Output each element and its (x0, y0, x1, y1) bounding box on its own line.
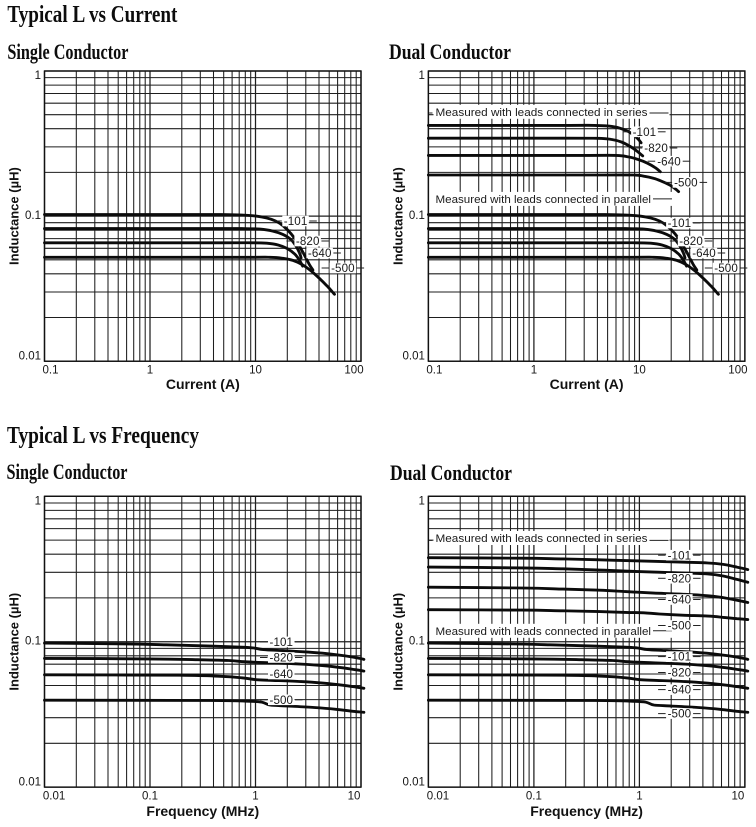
svg-text:-500: -500 (270, 694, 294, 707)
svg-text:Typical L vs Frequency: Typical L vs Frequency (7, 423, 199, 449)
svg-text:10: 10 (348, 790, 361, 802)
svg-text:-820: -820 (668, 572, 692, 585)
svg-text:-101: -101 (668, 217, 692, 230)
svg-text:Inductance (µH): Inductance (µH) (7, 593, 22, 691)
svg-text:-500: -500 (674, 177, 698, 190)
svg-text:0.01: 0.01 (19, 351, 41, 363)
svg-text:0.1: 0.1 (43, 364, 59, 376)
svg-text:-820: -820 (296, 235, 320, 248)
svg-text:0.01: 0.01 (403, 777, 425, 789)
svg-text:-640: -640 (692, 247, 716, 260)
svg-text:Typical L vs Current: Typical L vs Current (7, 2, 177, 28)
svg-text:1: 1 (35, 495, 41, 507)
svg-text:10: 10 (249, 364, 262, 376)
svg-text:0.01: 0.01 (43, 790, 65, 802)
svg-text:1: 1 (147, 364, 153, 376)
svg-text:0.1: 0.1 (426, 364, 442, 376)
svg-text:0.1: 0.1 (25, 210, 41, 222)
svg-text:Measured with leads connected: Measured with leads connected in paralle… (436, 626, 652, 638)
svg-text:10: 10 (633, 364, 646, 376)
svg-text:-101: -101 (270, 636, 294, 649)
svg-text:Frequency (MHz): Frequency (MHz) (146, 803, 259, 819)
svg-text:Measured with leads connected: Measured with leads connected in series (436, 533, 648, 545)
svg-text:-101: -101 (668, 651, 692, 664)
svg-text:-820: -820 (668, 667, 692, 680)
svg-text:1: 1 (418, 495, 424, 507)
svg-text:-640: -640 (657, 155, 681, 168)
svg-text:1: 1 (636, 790, 642, 802)
svg-text:-500: -500 (331, 262, 355, 275)
svg-text:-640: -640 (668, 684, 692, 697)
svg-text:-101: -101 (668, 549, 692, 562)
svg-text:0.1: 0.1 (526, 790, 542, 802)
svg-text:0.1: 0.1 (25, 636, 41, 648)
svg-text:0.1: 0.1 (142, 790, 158, 802)
svg-text:Measured with leads connected: Measured with leads connected in series (436, 107, 648, 119)
svg-text:Current (A): Current (A) (166, 376, 240, 392)
svg-text:1: 1 (252, 790, 258, 802)
svg-text:Single Conductor: Single Conductor (7, 39, 128, 64)
svg-text:0.1: 0.1 (409, 210, 425, 222)
svg-text:Measured with leads connected: Measured with leads connected in paralle… (436, 194, 652, 206)
svg-text:Inductance (µH): Inductance (µH) (390, 167, 405, 265)
svg-text:1: 1 (531, 364, 537, 376)
svg-text:0.01: 0.01 (427, 790, 449, 802)
svg-text:0.01: 0.01 (403, 351, 425, 363)
svg-text:-500: -500 (714, 262, 738, 275)
svg-text:1: 1 (35, 70, 41, 82)
svg-text:Current (A): Current (A) (550, 376, 624, 392)
svg-text:Dual Conductor: Dual Conductor (390, 460, 512, 485)
svg-text:-500: -500 (668, 708, 692, 721)
svg-text:-101: -101 (633, 126, 657, 139)
svg-text:Frequency (MHz): Frequency (MHz) (530, 803, 643, 819)
svg-text:100: 100 (728, 364, 747, 376)
svg-text:-101: -101 (284, 215, 308, 228)
svg-text:-820: -820 (679, 235, 703, 248)
svg-text:0.01: 0.01 (19, 777, 41, 789)
svg-text:-820: -820 (270, 652, 294, 665)
svg-text:-640: -640 (668, 594, 692, 607)
svg-text:Single Conductor: Single Conductor (7, 459, 128, 484)
svg-text:0.1: 0.1 (409, 636, 425, 648)
svg-text:Dual Conductor: Dual Conductor (389, 39, 511, 64)
svg-text:Inductance (µH): Inductance (µH) (7, 167, 22, 265)
svg-text:1: 1 (418, 70, 424, 82)
svg-text:-500: -500 (668, 620, 692, 633)
svg-text:100: 100 (344, 364, 363, 376)
svg-text:Inductance (µH): Inductance (µH) (390, 593, 405, 691)
svg-text:-640: -640 (308, 247, 332, 260)
svg-text:-820: -820 (644, 142, 668, 155)
svg-text:-640: -640 (270, 668, 294, 681)
svg-text:10: 10 (732, 790, 745, 802)
